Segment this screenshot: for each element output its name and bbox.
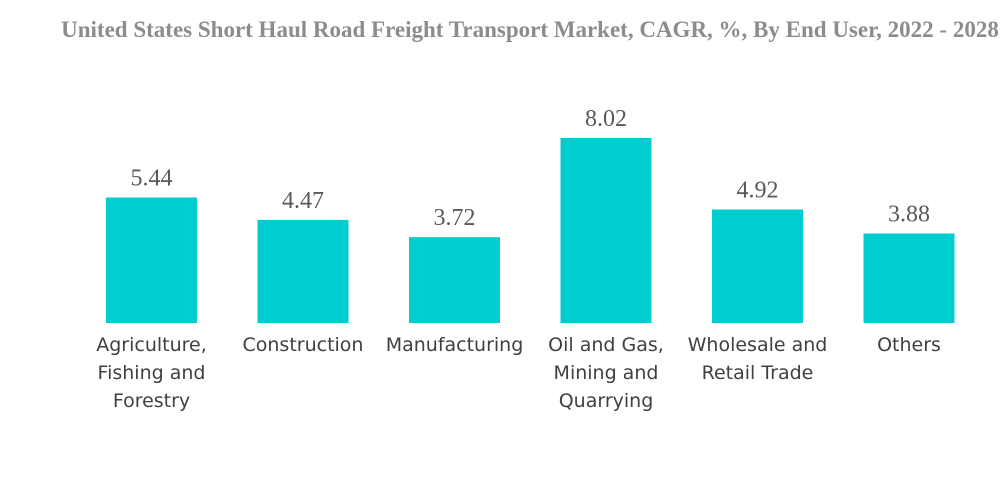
bar-5 [863, 233, 955, 323]
category-label-3-line-0: Oil and Gas, [548, 334, 664, 356]
bar-0 [106, 197, 197, 323]
data-label-1: 4.47 [282, 188, 324, 214]
bar-4 [712, 209, 803, 323]
data-label-2: 3.72 [434, 205, 476, 231]
category-label-4-line-1: Retail Trade [702, 362, 814, 384]
chart-title: United States Short Haul Road Freight Tr… [61, 17, 999, 42]
category-label-1-line-0: Construction [243, 334, 364, 356]
category-label-5-line-0: Others [877, 334, 941, 356]
data-label-5: 3.88 [888, 201, 930, 227]
data-label-3: 8.02 [585, 106, 627, 132]
category-label-2-line-0: Manufacturing [386, 334, 524, 356]
category-label-0-line-0: Agriculture, [96, 334, 207, 356]
data-label-4: 4.92 [737, 178, 779, 204]
category-label-0-line-2: Forestry [113, 390, 190, 412]
bar-2 [409, 237, 500, 323]
bar-3 [560, 138, 652, 323]
data-label-0: 5.44 [131, 166, 173, 192]
bar-1 [257, 219, 349, 323]
category-label-3-line-2: Quarrying [559, 390, 654, 412]
category-label-3-line-1: Mining and [554, 362, 659, 384]
category-label-0-line-1: Fishing and [98, 362, 206, 384]
category-label-4-line-0: Wholesale and [688, 334, 828, 356]
